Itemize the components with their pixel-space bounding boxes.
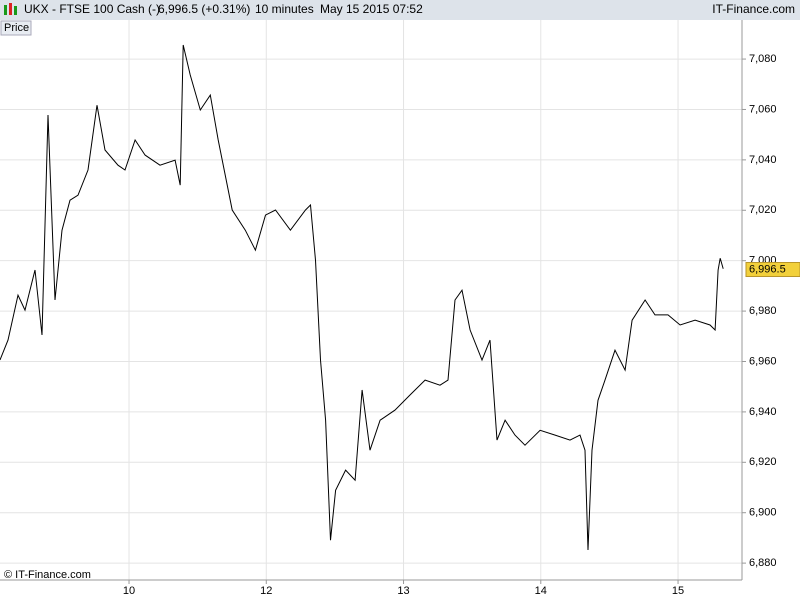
timestamp: May 15 2015 07:52 [320, 2, 423, 16]
footer: © IT-Finance.com [4, 569, 91, 581]
header-bar [0, 0, 800, 20]
symbol: UKX - FTSE 100 Cash (-) [24, 2, 160, 16]
price-marker [745, 262, 800, 278]
x-tick-label: 12 [260, 585, 272, 597]
y-tick-label: 7,060 [749, 103, 777, 115]
legend-box [0, 20, 32, 36]
y-tick-label: 6,920 [749, 456, 777, 468]
y-tick-label: 6,960 [749, 355, 777, 367]
y-tick-label: 7,020 [749, 204, 777, 216]
interval: 10 minutes [255, 2, 314, 16]
price-marker-label: 6,996.5 [749, 263, 786, 275]
x-tick-label: 13 [397, 585, 409, 597]
legend-entry: Price [4, 22, 29, 34]
x-tick-label: 15 [672, 585, 684, 597]
header-icon [4, 3, 17, 15]
y-tick-label: 6,980 [749, 305, 777, 317]
price-line [0, 44, 724, 551]
x-tick-label: 10 [123, 585, 135, 597]
y-tick-label: 6,900 [749, 507, 777, 519]
y-tick-label: 7,040 [749, 154, 777, 166]
brand: IT-Finance.com [712, 2, 795, 16]
quote: 6,996.5 (+0.31%) [158, 2, 250, 16]
x-tick-label: 14 [535, 585, 547, 597]
y-tick-label: 6,940 [749, 406, 777, 418]
y-tick-label: 7,080 [749, 53, 777, 65]
y-tick-label: 6,880 [749, 557, 777, 569]
